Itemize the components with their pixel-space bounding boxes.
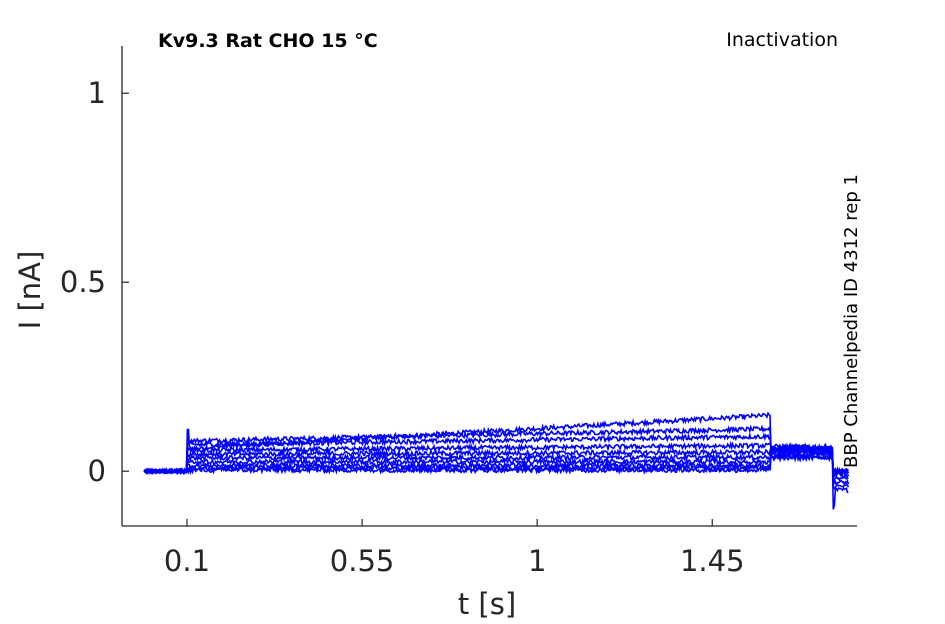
current-trace — [144, 431, 850, 487]
side-label: BBP Channelpedia ID 4312 rep 1 — [841, 174, 862, 468]
traces-group — [143, 411, 850, 510]
y-tick-label: 0 — [88, 454, 106, 488]
x-tick-label: 0.1 — [164, 544, 210, 578]
y-tick-label: 1 — [88, 76, 106, 110]
current-trace — [144, 424, 850, 490]
chart-title: Kv9.3 Rat CHO 15 °C — [158, 30, 378, 52]
x-axis-label: t [s] — [458, 587, 516, 621]
current-trace — [143, 448, 849, 476]
x-tick-label: 1.45 — [680, 544, 745, 578]
ticks-group: 0.1 0.55 1 1.45 0 0.5 1 — [60, 76, 745, 578]
axes-group — [121, 46, 857, 527]
x-tick-label: 0.55 — [330, 544, 395, 578]
current-trace — [143, 449, 849, 475]
current-trace — [143, 445, 850, 478]
chart-subtitle: Inactivation — [726, 29, 838, 51]
current-trace — [143, 453, 850, 476]
y-tick-label: 0.5 — [60, 265, 106, 299]
x-tick-label: 1 — [528, 544, 546, 578]
current-trace — [143, 444, 850, 479]
y-axis-label: I [nA] — [13, 251, 47, 330]
current-trace — [143, 440, 849, 483]
